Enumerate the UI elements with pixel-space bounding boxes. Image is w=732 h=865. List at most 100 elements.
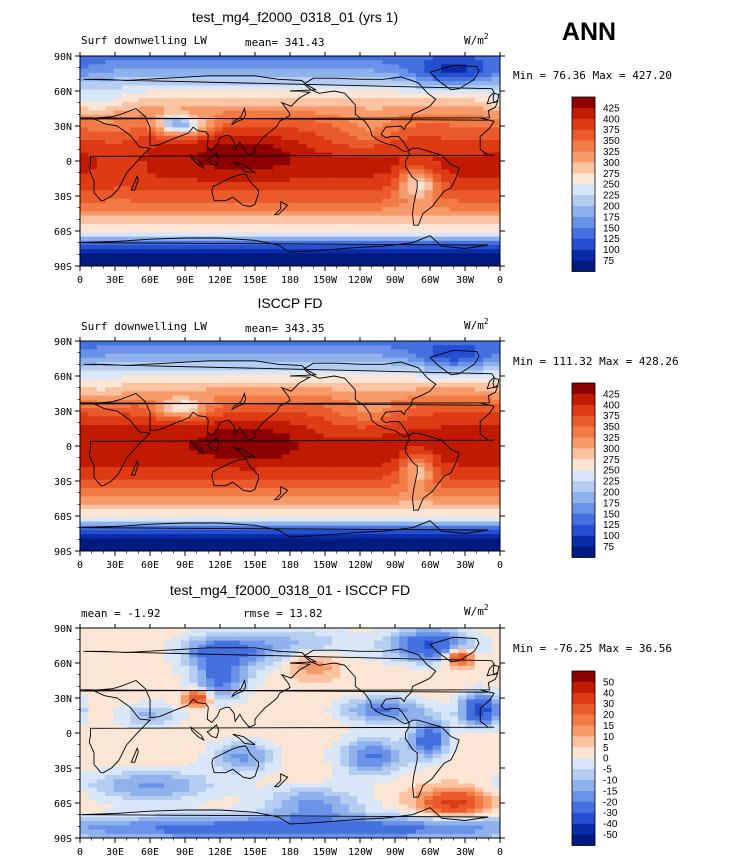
map-cell bbox=[483, 475, 492, 480]
map-cell bbox=[306, 194, 316, 200]
map-cell bbox=[88, 341, 98, 346]
map-cell bbox=[424, 471, 434, 476]
map-cell bbox=[483, 123, 492, 128]
map-cell bbox=[206, 102, 215, 107]
map-cell bbox=[432, 224, 442, 229]
map-cell bbox=[189, 93, 198, 99]
map-cell bbox=[231, 194, 240, 200]
map-cell bbox=[105, 412, 114, 417]
map-cell bbox=[189, 433, 198, 438]
map-cell bbox=[432, 420, 442, 426]
map-cell bbox=[449, 420, 459, 426]
map-cell bbox=[180, 513, 190, 518]
map-cell bbox=[483, 236, 492, 242]
map-cell bbox=[458, 123, 467, 128]
map-cell bbox=[222, 433, 232, 438]
map-cell bbox=[466, 186, 476, 191]
map-cell bbox=[96, 441, 106, 447]
map-cell bbox=[248, 504, 257, 510]
map-cell bbox=[399, 345, 408, 350]
map-cell bbox=[264, 182, 274, 187]
map-cell bbox=[500, 404, 509, 409]
map-cell bbox=[340, 496, 350, 501]
map-cell bbox=[273, 165, 282, 170]
map-cell bbox=[239, 437, 249, 443]
map-cell bbox=[172, 416, 182, 422]
map-cell bbox=[424, 374, 434, 380]
map-cell bbox=[164, 110, 173, 116]
map-cell bbox=[340, 77, 350, 82]
map-cell bbox=[290, 119, 299, 124]
map-cell bbox=[197, 366, 207, 371]
map-cell bbox=[231, 492, 240, 497]
map-cell bbox=[449, 488, 459, 493]
map-cell bbox=[348, 148, 358, 153]
map-cell bbox=[315, 169, 324, 174]
map-cell bbox=[164, 391, 173, 396]
map-cell bbox=[357, 123, 366, 128]
map-cell bbox=[306, 56, 316, 61]
map-cell bbox=[449, 425, 459, 430]
map-cell bbox=[399, 446, 408, 451]
map-cell bbox=[374, 135, 383, 141]
map-cell bbox=[432, 135, 442, 141]
map-cell bbox=[189, 68, 198, 74]
map-cell bbox=[424, 186, 434, 191]
map-cell bbox=[197, 437, 207, 443]
map-cell bbox=[407, 68, 417, 74]
map-cell bbox=[407, 362, 417, 367]
colorbar-label: 350 bbox=[603, 136, 620, 147]
map-cell bbox=[256, 228, 266, 233]
map-cell bbox=[88, 412, 98, 417]
map-cell bbox=[407, 467, 417, 472]
map-cell bbox=[281, 492, 291, 497]
map-cell bbox=[155, 81, 165, 86]
map-cell bbox=[256, 203, 266, 208]
map-cell bbox=[105, 140, 114, 145]
map-cell bbox=[290, 144, 299, 149]
map-cell bbox=[390, 492, 400, 497]
map-cell bbox=[483, 446, 492, 451]
map-cell bbox=[340, 68, 350, 74]
map-cell bbox=[88, 56, 98, 61]
map-cell bbox=[80, 232, 89, 237]
map-cell bbox=[298, 119, 308, 124]
map-cell bbox=[222, 173, 232, 179]
map-cell bbox=[399, 198, 408, 204]
map-cell bbox=[357, 450, 366, 455]
map-cell bbox=[214, 454, 224, 459]
map-cell bbox=[483, 64, 492, 69]
map-cell bbox=[466, 190, 476, 195]
map-cell bbox=[222, 399, 232, 405]
map-cell bbox=[458, 207, 467, 212]
map-cell bbox=[197, 391, 207, 396]
map-cell bbox=[88, 462, 98, 468]
map-cell bbox=[256, 378, 266, 384]
map-cell bbox=[222, 458, 232, 464]
map-cell bbox=[332, 404, 341, 409]
map-cell bbox=[281, 144, 291, 149]
map-cell bbox=[189, 135, 198, 141]
map-cell bbox=[147, 509, 156, 514]
map-cell bbox=[155, 420, 165, 426]
map-cell bbox=[214, 345, 224, 350]
map-cell bbox=[214, 140, 224, 145]
map-cell bbox=[231, 353, 240, 359]
map-cell bbox=[222, 404, 232, 409]
map-cell bbox=[365, 98, 375, 103]
map-cell bbox=[281, 429, 291, 434]
map-cell bbox=[281, 249, 291, 254]
map-cell bbox=[365, 68, 375, 74]
map-cell bbox=[88, 488, 98, 493]
map-cell bbox=[491, 374, 500, 380]
map-cell bbox=[147, 102, 156, 107]
map-cell bbox=[340, 144, 350, 149]
map-cell bbox=[113, 395, 123, 401]
map-cell bbox=[264, 161, 274, 166]
map-cell bbox=[180, 391, 190, 396]
map-cell bbox=[189, 257, 198, 263]
map-cell bbox=[290, 169, 299, 174]
map-cell bbox=[130, 198, 140, 204]
map-cell bbox=[348, 433, 358, 438]
map-cell bbox=[390, 462, 400, 468]
